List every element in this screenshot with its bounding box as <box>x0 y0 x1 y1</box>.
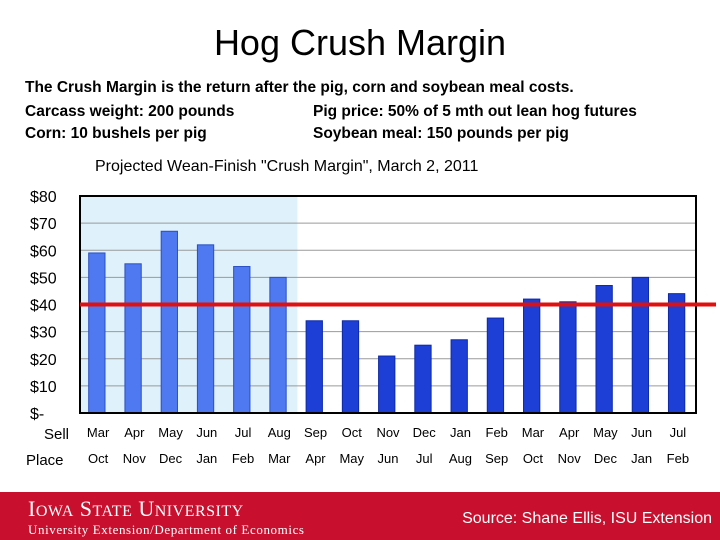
pig-price-text: Pig price: 50% of 5 mth out lean hog fut… <box>313 103 637 120</box>
sell-month-label: Oct <box>342 425 363 440</box>
place-month-label: Mar <box>268 451 291 466</box>
corn-text: Corn: 10 bushels per pig <box>25 125 207 142</box>
sell-month-label: Sep <box>304 425 327 440</box>
y-tick-label: $60 <box>30 243 57 260</box>
chart-title: Projected Wean-Finish "Crush Margin", Ma… <box>95 158 478 175</box>
y-tick-label: $20 <box>30 352 57 369</box>
bar <box>88 252 106 414</box>
y-tick-label: $- <box>30 406 44 423</box>
description-line: The Crush Margin is the return after the… <box>25 79 574 96</box>
place-month-label: Apr <box>305 451 326 466</box>
carcass-weight-text: Carcass weight: 200 pounds <box>25 103 235 120</box>
bar <box>486 317 505 414</box>
bar <box>414 344 432 414</box>
bar <box>269 276 287 414</box>
sell-month-label: Jun <box>196 425 217 440</box>
sell-month-label: Aug <box>268 425 291 440</box>
source-text: Source: Shane Ellis, ISU Extension <box>462 510 712 527</box>
place-month-label: Oct <box>523 451 544 466</box>
sell-month-label: Apr <box>124 425 145 440</box>
place-month-label: Sep <box>485 451 508 466</box>
sell-month-label: May <box>158 425 183 440</box>
sell-month-label: Apr <box>559 425 580 440</box>
place-month-label: May <box>339 451 364 466</box>
sell-month-label: Nov <box>376 425 400 440</box>
y-tick-label: $30 <box>30 325 57 342</box>
sell-month-label: Jul <box>670 425 687 440</box>
place-month-label: Nov <box>123 451 147 466</box>
place-month-label: Oct <box>88 451 109 466</box>
y-tick-label: $80 <box>30 189 57 206</box>
place-month-label: Nov <box>558 451 582 466</box>
place-month-label: Jul <box>416 451 433 466</box>
bar <box>341 320 360 414</box>
place-month-label: Jan <box>631 451 652 466</box>
y-tick-label: $10 <box>30 379 57 396</box>
sell-month-label: Mar <box>522 425 545 440</box>
university-logo: IOWA STATE UNIVERSITY <box>28 496 244 521</box>
place-month-label: Dec <box>159 451 183 466</box>
sell-month-label: Jun <box>631 425 652 440</box>
bar <box>378 355 396 414</box>
place-month-label: Aug <box>449 451 472 466</box>
y-tick-label: $40 <box>30 298 57 315</box>
slide-title: Hog Crush Margin <box>213 22 507 63</box>
bar <box>160 230 178 414</box>
bar <box>523 298 541 414</box>
footer-bar: IOWA STATE UNIVERSITY University Extensi… <box>0 492 720 540</box>
department-text: University Extension/Department of Econo… <box>28 522 305 537</box>
sell-month-label: Dec <box>413 425 437 440</box>
place-month-label: Feb <box>667 451 689 466</box>
bar <box>196 244 215 414</box>
bar <box>667 293 686 414</box>
place-row-label: Place <box>26 452 64 469</box>
bar <box>631 276 650 414</box>
sell-month-label: Jan <box>450 425 471 440</box>
sell-row-label: Sell <box>44 426 69 443</box>
soybean-meal-text: Soybean meal: 150 pounds per pig <box>313 125 569 142</box>
bar <box>305 320 323 414</box>
place-month-label: Jan <box>196 451 217 466</box>
sell-month-label: Feb <box>486 425 508 440</box>
bar <box>559 301 577 414</box>
sell-month-label: Jul <box>235 425 252 440</box>
place-month-label: Jun <box>378 451 399 466</box>
sell-month-label: Mar <box>87 425 110 440</box>
place-month-label: Dec <box>594 451 618 466</box>
sell-month-label: May <box>593 425 618 440</box>
y-tick-label: $50 <box>30 270 57 287</box>
bar <box>233 266 251 414</box>
bar <box>124 263 142 414</box>
y-tick-label: $70 <box>30 216 57 233</box>
bar <box>450 339 468 414</box>
crush-margin-chart: Projected Wean-Finish "Crush Margin", Ma… <box>26 158 716 469</box>
place-month-label: Feb <box>232 451 254 466</box>
